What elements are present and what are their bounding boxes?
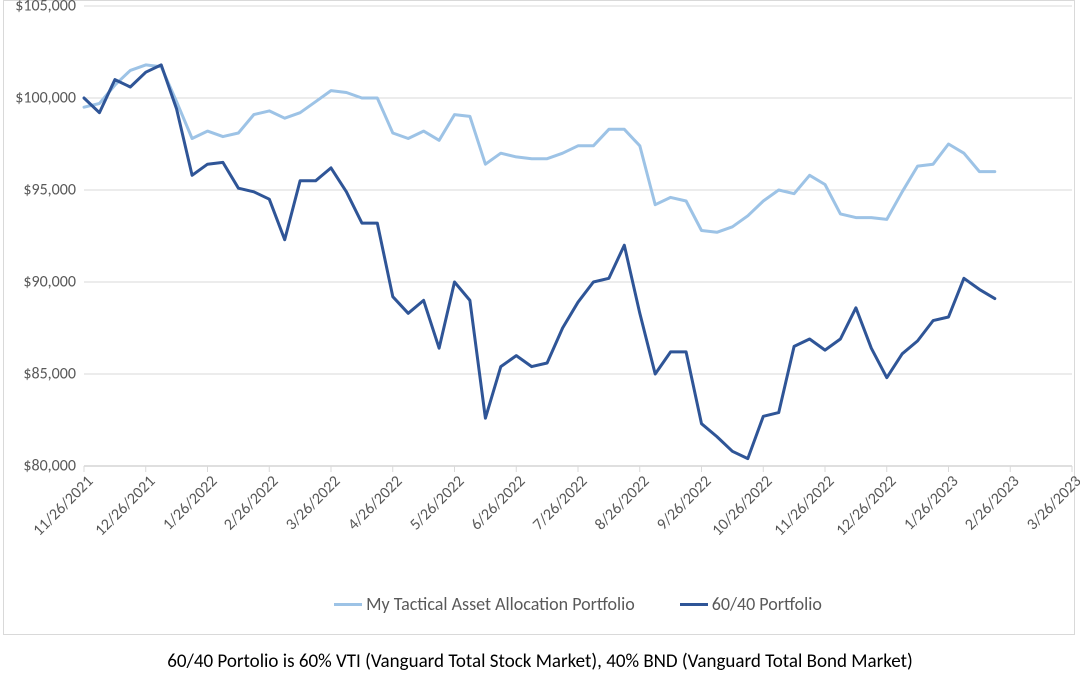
legend-swatch-6040 <box>680 603 708 606</box>
legend: My Tactical Asset Allocation Portfolio 6… <box>84 593 1072 615</box>
x-axis-label: 2/26/2022 <box>220 472 282 534</box>
x-axis-label: 7/26/2022 <box>529 472 591 534</box>
x-axis-label: 10/26/2022 <box>709 472 777 540</box>
x-axis-label: 11/26/2021 <box>29 472 97 540</box>
y-axis-label: $95,000 <box>23 181 76 200</box>
page: $80,000 $85,000 $90,000 $95,000 $100,000 $105… <box>0 0 1080 675</box>
y-axis-label: $80,000 <box>23 457 76 476</box>
x-axis-label: 12/26/2022 <box>832 472 900 540</box>
plot-area: $80,000$85,000$90,000$95,000$100,000$105… <box>84 6 1072 466</box>
y-axis-label: $100,000 <box>15 89 76 108</box>
x-axis-label: 6/26/2022 <box>467 472 529 534</box>
x-axis-label: 2/26/2023 <box>961 472 1023 534</box>
chart-svg <box>84 6 1072 466</box>
y-axis-label: $105,000 <box>15 0 76 16</box>
legend-label-tactical: My Tactical Asset Allocation Portfolio <box>366 593 635 615</box>
x-axis-label: 1/26/2023 <box>900 472 962 534</box>
footnote-text: 60/40 Portolio is 60% VTI (Vanguard Tota… <box>0 650 1080 673</box>
x-axis-label: 1/26/2022 <box>159 472 221 534</box>
x-axis-label: 8/26/2022 <box>591 472 653 534</box>
legend-label-6040: 60/40 Portfolio <box>712 593 822 615</box>
x-axis-label: 11/26/2022 <box>770 472 838 540</box>
x-axis-label: 5/26/2022 <box>406 472 468 534</box>
x-axis-label: 4/26/2022 <box>344 472 406 534</box>
x-axis-label: 9/26/2022 <box>653 472 715 534</box>
y-axis-label: $90,000 <box>23 273 76 292</box>
x-axis-label: 3/26/2023 <box>1023 472 1080 534</box>
x-axis-label: 12/26/2021 <box>91 472 159 540</box>
x-axis-label: 3/26/2022 <box>282 472 344 534</box>
chart-frame: $80,000 $85,000 $90,000 $95,000 $100,000 $105… <box>3 0 1075 635</box>
legend-item-6040: 60/40 Portfolio <box>680 593 822 615</box>
legend-swatch-tactical <box>334 603 362 606</box>
y-axis-label: $85,000 <box>23 365 76 384</box>
legend-item-tactical: My Tactical Asset Allocation Portfolio <box>334 593 635 615</box>
